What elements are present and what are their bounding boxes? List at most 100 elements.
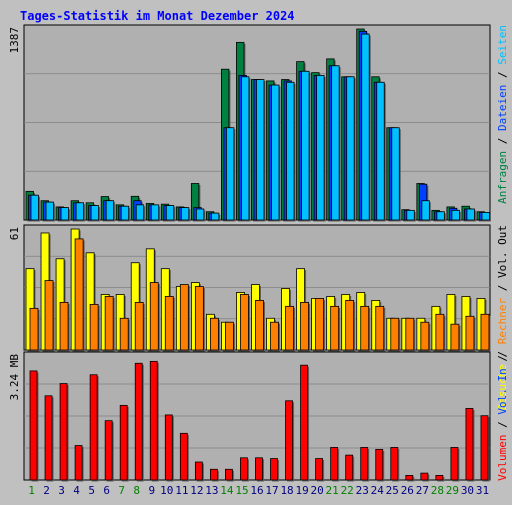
bar-rechner-day-18 <box>285 305 294 351</box>
bar-volumen-day-13 <box>209 468 218 481</box>
bar-volumen-day-19 <box>300 364 308 481</box>
bar-rechner-day-19 <box>300 301 309 351</box>
bar-rechner-day-25 <box>390 317 400 351</box>
bar-seiten-day-21 <box>331 65 340 221</box>
bar-rechner-day-26 <box>405 317 415 351</box>
x-tick-label-day-26: 26 <box>401 484 414 497</box>
x-tick-label-day-7: 7 <box>118 484 125 497</box>
legend-item: Vol. In <box>496 368 509 414</box>
x-tick-label-day-14: 14 <box>220 484 234 497</box>
bar-volumen-day-5 <box>89 374 98 481</box>
bar-volumen-day-16 <box>255 457 263 481</box>
x-tick-label-day-9: 9 <box>148 484 155 497</box>
bar-rechner-day-30 <box>465 315 475 351</box>
x-tick-label-day-3: 3 <box>58 484 65 497</box>
x-tick-label-day-12: 12 <box>190 484 203 497</box>
bar-seiten-day-11 <box>180 207 190 221</box>
bar-volumen-day-17 <box>270 458 278 481</box>
bar-rechner-day-6 <box>104 296 114 351</box>
bar-volumen-day-21 <box>330 447 339 481</box>
bar-volumen-day-3 <box>59 383 68 481</box>
bar-seiten-day-4 <box>75 202 84 221</box>
bar-rechner-day-24 <box>375 305 385 351</box>
x-tick-label-day-18: 18 <box>280 484 293 497</box>
bar-rechner-day-27 <box>420 321 430 351</box>
bar-seiten-day-29 <box>451 209 460 221</box>
bar-rechner-day-3 <box>59 301 69 351</box>
x-tick-label-day-30: 30 <box>461 484 474 497</box>
bar-volumen-day-18 <box>285 400 293 481</box>
x-tick-label-day-16: 16 <box>250 484 263 497</box>
x-tick-label-day-6: 6 <box>103 484 110 497</box>
x-tick-label-day-5: 5 <box>88 484 95 497</box>
bar-rechner-day-4 <box>74 238 84 351</box>
bar-seiten-day-27 <box>421 200 430 221</box>
bar-volumen-day-14 <box>225 468 233 481</box>
legend-volume: Volumen / Vol. In / <box>496 355 509 481</box>
bar-volumen-day-24 <box>375 448 384 481</box>
bar-rechner-day-13 <box>209 317 219 351</box>
x-tick-label-day-27: 27 <box>416 484 429 497</box>
bar-volumen-day-30 <box>465 408 474 481</box>
legend-item: / <box>496 415 509 435</box>
bar-rechner-day-17 <box>270 321 279 351</box>
legend-item: Rechner <box>496 297 509 344</box>
bar-volumen-day-12 <box>194 461 203 481</box>
x-tick-label-day-31: 31 <box>476 484 489 497</box>
legend-item: / <box>496 344 509 364</box>
panel-mid: 61 <box>8 224 491 352</box>
legend-item: Besuche <box>496 364 509 410</box>
bar-volumen-day-27 <box>420 472 429 481</box>
bar-volumen-day-2 <box>44 395 53 481</box>
bar-seiten-day-3 <box>60 207 69 221</box>
x-tick-label-day-23: 23 <box>356 484 369 497</box>
bar-seiten-day-15 <box>241 76 250 221</box>
legend-visits-hosts: Besuche / Rechner / Vol. Out <box>496 225 509 410</box>
x-tick-label-day-13: 13 <box>205 484 218 497</box>
legend-item: Volumen <box>496 434 509 480</box>
y-axis-max-label: 61 <box>8 227 21 240</box>
bar-seiten-day-16 <box>256 79 265 221</box>
bar-seiten-day-12 <box>195 208 205 221</box>
bar-volumen-day-20 <box>315 458 324 481</box>
bar-volumen-day-11 <box>179 432 188 481</box>
bar-volumen-day-10 <box>164 414 173 481</box>
bar-seiten-day-30 <box>466 208 475 221</box>
bar-seiten-day-2 <box>45 201 54 221</box>
bar-rechner-day-7 <box>119 317 129 351</box>
bar-volumen-day-7 <box>119 404 128 481</box>
x-tick-label-day-11: 11 <box>175 484 188 497</box>
x-tick-label-day-21: 21 <box>326 484 339 497</box>
x-tick-label-day-17: 17 <box>265 484 278 497</box>
bar-seiten-day-22 <box>346 76 355 221</box>
bar-rechner-day-15 <box>240 294 249 351</box>
bar-seiten-day-18 <box>286 81 295 221</box>
bar-seiten-day-10 <box>165 205 175 221</box>
bar-seiten-day-31 <box>481 212 490 221</box>
y-axis-max-label: 3.24 MB <box>8 354 21 401</box>
bar-seiten-day-23 <box>361 33 370 221</box>
chart-panels: 1387 61 3.24 MB <box>8 24 491 482</box>
bar-seiten-day-9 <box>150 204 160 221</box>
legends: Anfragen / Dateien / Seiten Besuche / Rec… <box>496 25 509 481</box>
x-tick-label-day-19: 19 <box>295 484 308 497</box>
y-axis-max-label: 1387 <box>8 27 21 54</box>
x-tick-label-day-2: 2 <box>43 484 50 497</box>
bar-seiten-day-24 <box>376 81 385 221</box>
bar-seiten-day-1 <box>30 194 39 221</box>
bar-seiten-day-5 <box>90 205 100 221</box>
legend-item: / <box>496 278 509 298</box>
x-tick-label-day-10: 10 <box>160 484 173 497</box>
legend-item: Dateien <box>496 85 509 131</box>
bar-volumen-day-1 <box>29 370 38 481</box>
bar-volumen-day-22 <box>345 454 354 481</box>
bar-volumen-day-31 <box>480 415 489 481</box>
bar-rechner-day-22 <box>345 300 355 351</box>
legend-requests-files-pages: Anfragen / Dateien / Seiten <box>496 25 509 204</box>
x-tick-label-day-22: 22 <box>341 484 354 497</box>
bar-rechner-day-8 <box>134 301 144 351</box>
chart-title: Tages-Statistik im Monat Dezember 2024 <box>20 9 295 23</box>
bar-seiten-day-28 <box>436 211 445 221</box>
panel-bot: 3.24 MB <box>8 351 491 482</box>
